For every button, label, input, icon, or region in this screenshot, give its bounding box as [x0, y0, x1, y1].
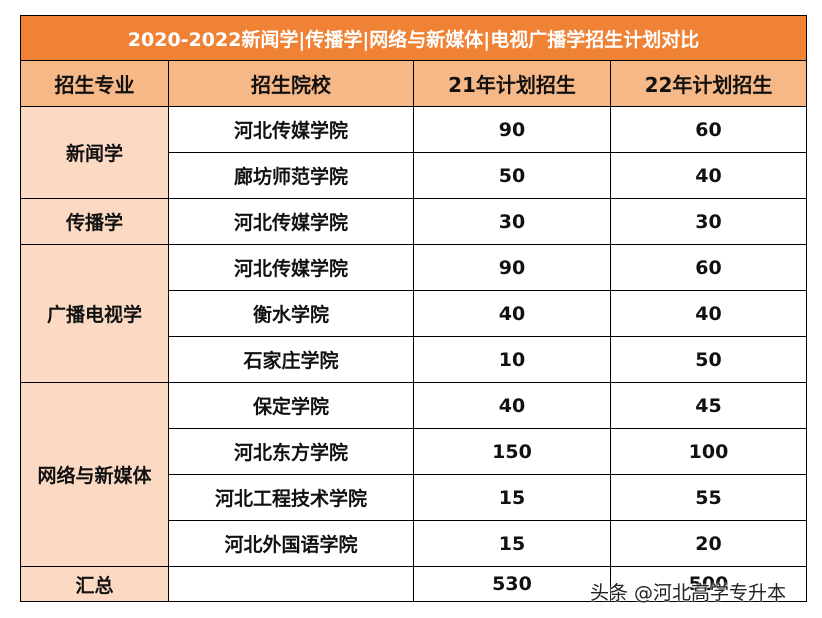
school-cell: 河北传媒学院	[168, 198, 414, 245]
school-cell: 河北东方学院	[168, 428, 414, 475]
table-row: 广播电视学 河北传媒学院 90 60	[20, 244, 808, 383]
table-row: 2020-2022新闻学|传播学|网络与新媒体|电视广播学招生计划对比	[19, 15, 808, 61]
school-cell: 河北外国语学院	[168, 520, 414, 567]
table-row: 衡水学院 40 40	[21, 290, 808, 337]
number-cell: 20	[609, 520, 808, 567]
table-row: 河北工程技术学院 15 55	[21, 474, 808, 521]
number-cell: 40	[413, 290, 611, 337]
header-cell: 招生专业	[20, 60, 169, 107]
major-cell: 网络与新媒体	[20, 382, 169, 567]
school-cell: 河北工程技术学院	[168, 474, 414, 521]
number-cell: 40	[609, 290, 808, 337]
number-cell: 50	[413, 152, 611, 199]
table-row: 廊坊师范学院 50 40	[21, 152, 808, 199]
number-cell: 40	[609, 152, 808, 199]
number-cell: 90	[413, 244, 611, 291]
table-title: 2020-2022新闻学|传播学|网络与新媒体|电视广播学招生计划对比	[19, 15, 808, 61]
number-cell: 100	[609, 428, 808, 475]
table-row: 石家庄学院 10 50	[21, 336, 808, 383]
number-cell: 150	[413, 428, 611, 475]
table-row: 新闻学 河北传媒学院 90 60	[20, 106, 808, 199]
table-row: 汇总 530 500	[20, 566, 808, 602]
school-cell: 保定学院	[168, 382, 414, 429]
major-cell: 广播电视学	[20, 244, 169, 383]
number-cell: 60	[609, 106, 808, 153]
header-cell: 22年计划招生	[609, 60, 808, 107]
header-cell: 21年计划招生	[413, 60, 611, 107]
number-cell: 55	[609, 474, 808, 521]
empty-cell	[168, 566, 414, 602]
table: 2020-2022新闻学|传播学|网络与新媒体|电视广播学招生计划对比 招生专业招…	[19, 15, 808, 602]
major-cell: 新闻学	[20, 106, 169, 199]
number-cell: 10	[413, 336, 611, 383]
table-row: 传播学 河北传媒学院 30 30	[20, 198, 808, 245]
number-cell: 60	[609, 244, 808, 291]
major-cell: 传播学	[20, 198, 169, 245]
number-cell: 40	[413, 382, 611, 429]
table-row: 河北外国语学院 15 20	[21, 520, 808, 567]
number-cell: 15	[413, 520, 611, 567]
school-cell: 河北传媒学院	[168, 106, 414, 153]
school-cell: 廊坊师范学院	[168, 152, 414, 199]
total-cell: 530	[413, 566, 611, 602]
number-cell: 45	[609, 382, 808, 429]
watermark: 头条 @河北高学专升本	[590, 582, 787, 604]
table-row: 网络与新媒体 保定学院 40 45	[20, 382, 808, 567]
number-cell: 50	[609, 336, 808, 383]
school-cell: 河北传媒学院	[168, 244, 414, 291]
school-cell: 衡水学院	[168, 290, 414, 337]
number-cell: 15	[413, 474, 611, 521]
total-cell: 500	[609, 566, 808, 602]
number-cell: 30	[413, 198, 611, 245]
table-row: 招生专业 招生院校 21年计划招生 22年计划招生	[20, 60, 808, 107]
header-cell: 招生院校	[168, 60, 414, 107]
number-cell: 90	[413, 106, 611, 153]
table-row: 河北东方学院 150 100	[21, 428, 808, 475]
school-cell: 石家庄学院	[168, 336, 414, 383]
number-cell: 30	[609, 198, 808, 245]
total-label: 汇总	[20, 566, 169, 602]
